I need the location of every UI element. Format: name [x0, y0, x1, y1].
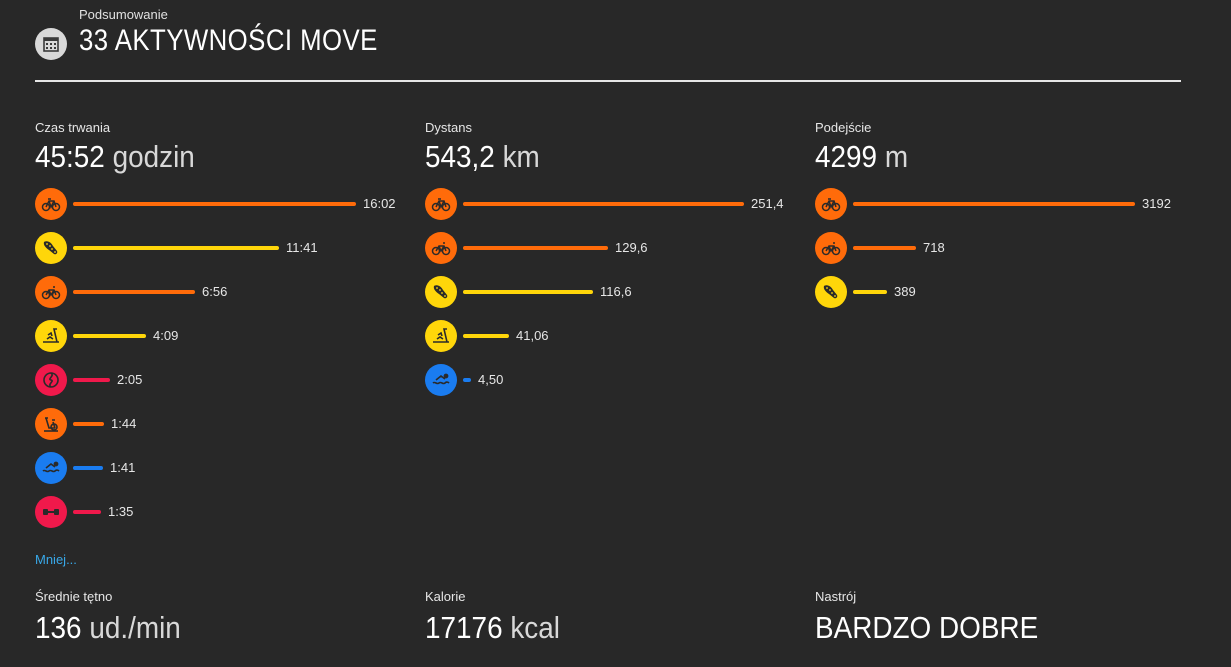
stat-value: 45:52 godzin: [35, 139, 195, 174]
activity-row: 1:41: [35, 452, 405, 496]
activity-bar: [463, 290, 593, 294]
activity-bar: [73, 290, 195, 294]
stat-calories: Kalorie 17176 kcal: [425, 589, 575, 646]
activity-value: 251,4: [751, 196, 784, 211]
stat-heart-rate: Średnie tętno 136 ud./min: [35, 589, 197, 646]
stat-distance: Dystans 543,2 km 251,4 129,6 116,6 41,06 4,5…: [425, 120, 795, 408]
swimming-icon: [35, 452, 67, 484]
indoor-cycling-icon: [35, 408, 67, 440]
activity-row: 41,06: [425, 320, 795, 364]
stat-label: Podejście: [815, 120, 872, 135]
activity-bar: [73, 422, 104, 426]
activity-list: 251,4 129,6 116,6 41,06 4,50: [425, 188, 795, 408]
stat-value: BARDZO DOBRE: [815, 610, 1039, 645]
activity-value: 718: [923, 240, 945, 255]
activity-row: 6:56: [35, 276, 405, 320]
stat-label: Średnie tętno: [35, 589, 113, 604]
stat-duration: Czas trwania 45:52 godzin 16:02 11:41 6:56…: [35, 120, 405, 540]
header-subtitle: Podsumowanie: [79, 7, 168, 22]
activity-bar: [73, 378, 110, 382]
page-title: 33 AKTYWNOŚCI MOVE: [79, 24, 378, 57]
road-bike-icon: [815, 188, 847, 220]
activity-bar: [463, 334, 509, 338]
show-less-link[interactable]: Mniej...: [35, 552, 77, 567]
activity-value: 4,50: [478, 372, 504, 387]
activity-row: 1:44: [35, 408, 405, 452]
activity-row: 389: [815, 276, 1185, 320]
summary-header: Podsumowanie 33 AKTYWNOŚCI MOVE: [35, 6, 1181, 82]
activity-row: 1:35: [35, 496, 405, 540]
activity-value: 3192: [1142, 196, 1171, 211]
activity-value: 129,6: [615, 240, 648, 255]
activity-value: 1:41: [110, 460, 136, 475]
activity-row: 251,4: [425, 188, 795, 232]
swimming-icon: [425, 364, 457, 396]
activity-bar: [73, 334, 146, 338]
activity-row: 16:02: [35, 188, 405, 232]
activity-value: 116,6: [600, 284, 632, 299]
stat-value: 17176 kcal: [425, 610, 560, 645]
activity-bar: [853, 202, 1135, 206]
activity-row: 116,6: [425, 276, 795, 320]
activity-value: 11:41: [286, 240, 318, 255]
activity-bar: [463, 378, 471, 382]
activity-row: 4,50: [425, 364, 795, 408]
strength-training-icon: [35, 496, 67, 528]
stat-label: Nastrój: [815, 589, 857, 604]
stat-label: Dystans: [425, 120, 472, 135]
activity-value: 2:05: [117, 372, 143, 387]
activity-bar: [853, 290, 887, 294]
activity-bar: [853, 246, 916, 250]
yoga-icon: [35, 364, 67, 396]
activity-value: 389: [894, 284, 916, 299]
running-shoe-icon: [425, 276, 457, 308]
stat-value: 136 ud./min: [35, 610, 181, 645]
activity-value: 16:02: [363, 196, 396, 211]
stat-mood: Nastrój BARDZO DOBRE: [815, 589, 1063, 646]
stat-value: 543,2 km: [425, 139, 540, 174]
activity-value: 41,06: [516, 328, 549, 343]
activity-bar: [73, 510, 101, 514]
activity-bar: [73, 202, 356, 206]
activity-value: 4:09: [153, 328, 179, 343]
road-bike-icon: [425, 188, 457, 220]
stat-label: Czas trwania: [35, 120, 111, 135]
stat-value: 4299 m: [815, 139, 909, 174]
activity-row: 4:09: [35, 320, 405, 364]
cycling-icon: [425, 232, 457, 264]
stat-ascent: Podejście 4299 m 3192 718 389: [815, 120, 1185, 320]
activity-row: 3192: [815, 188, 1185, 232]
activity-row: 11:41: [35, 232, 405, 276]
activity-row: 718: [815, 232, 1185, 276]
activity-bar: [73, 246, 279, 250]
activity-bar: [463, 202, 744, 206]
activity-value: 1:44: [111, 416, 137, 431]
cycling-icon: [35, 276, 67, 308]
running-shoe-icon: [815, 276, 847, 308]
activity-value: 1:35: [108, 504, 134, 519]
activity-row: 2:05: [35, 364, 405, 408]
activity-row: 129,6: [425, 232, 795, 276]
activity-list: 3192 718 389: [815, 188, 1185, 320]
treadmill-icon: [35, 320, 67, 352]
activity-list: 16:02 11:41 6:56 4:09 2:05 1:44 1:41 1:35: [35, 188, 405, 540]
running-shoe-icon: [35, 232, 67, 264]
road-bike-icon: [35, 188, 67, 220]
treadmill-icon: [425, 320, 457, 352]
activity-value: 6:56: [202, 284, 228, 299]
activity-bar: [73, 466, 103, 470]
calendar-icon: [35, 28, 67, 60]
activity-bar: [463, 246, 608, 250]
cycling-icon: [815, 232, 847, 264]
stat-label: Kalorie: [425, 589, 466, 604]
